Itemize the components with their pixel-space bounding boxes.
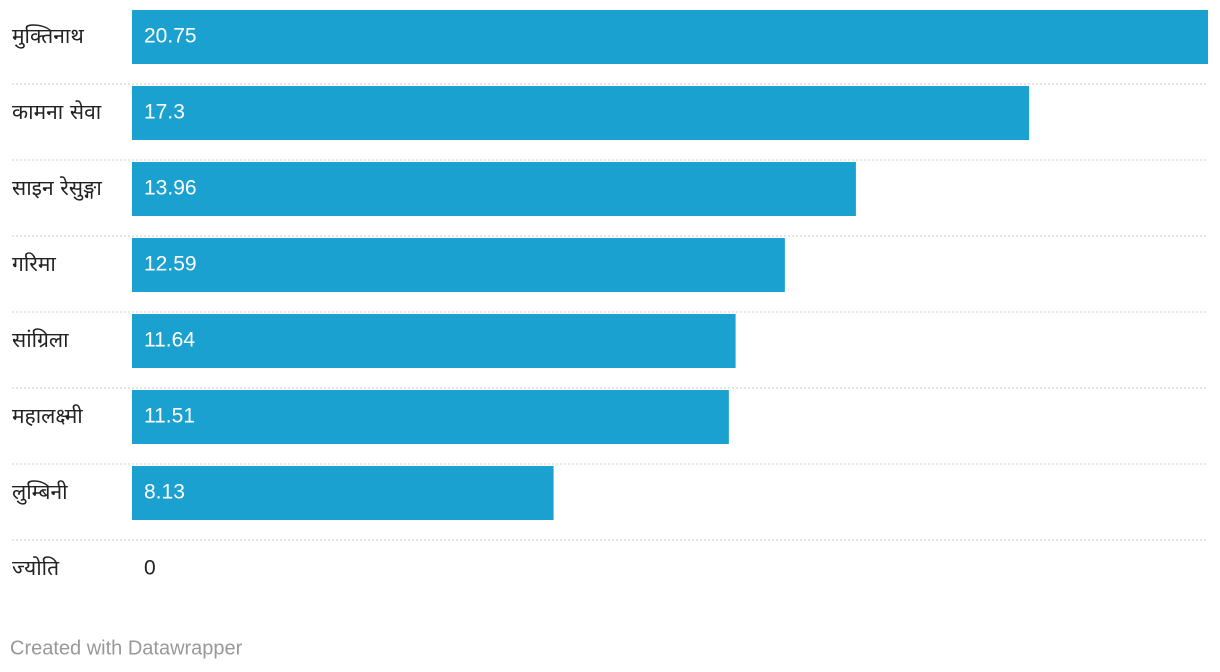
- value-label: 12.59: [144, 253, 197, 276]
- bar: [132, 86, 1030, 140]
- category-label: साइन रेसुङ्गा: [12, 176, 102, 201]
- bar: [132, 390, 729, 444]
- category-label: लुम्बिनी: [12, 480, 68, 505]
- category-label: मुक्तिनाथ: [12, 24, 84, 49]
- bar: [132, 238, 785, 292]
- bar: [132, 162, 856, 216]
- value-label: 11.64: [144, 329, 195, 352]
- bar: [132, 314, 736, 368]
- category-label: महालक्ष्मी: [12, 404, 83, 428]
- category-label: ज्योति: [12, 556, 60, 580]
- value-label: 20.75: [144, 25, 197, 48]
- value-label: 8.13: [144, 481, 185, 504]
- value-label: 13.96: [144, 177, 197, 200]
- bar: [132, 10, 1208, 64]
- category-label: कामना सेवा: [12, 100, 102, 124]
- value-label: 0: [144, 557, 156, 580]
- bar: [132, 466, 554, 520]
- value-label: 11.51: [144, 405, 195, 428]
- value-label: 17.3: [144, 101, 185, 124]
- category-label: गरिमा: [12, 252, 56, 276]
- credit: Created with Datawrapper: [10, 637, 243, 659]
- category-label: सांग्रिला: [12, 328, 69, 352]
